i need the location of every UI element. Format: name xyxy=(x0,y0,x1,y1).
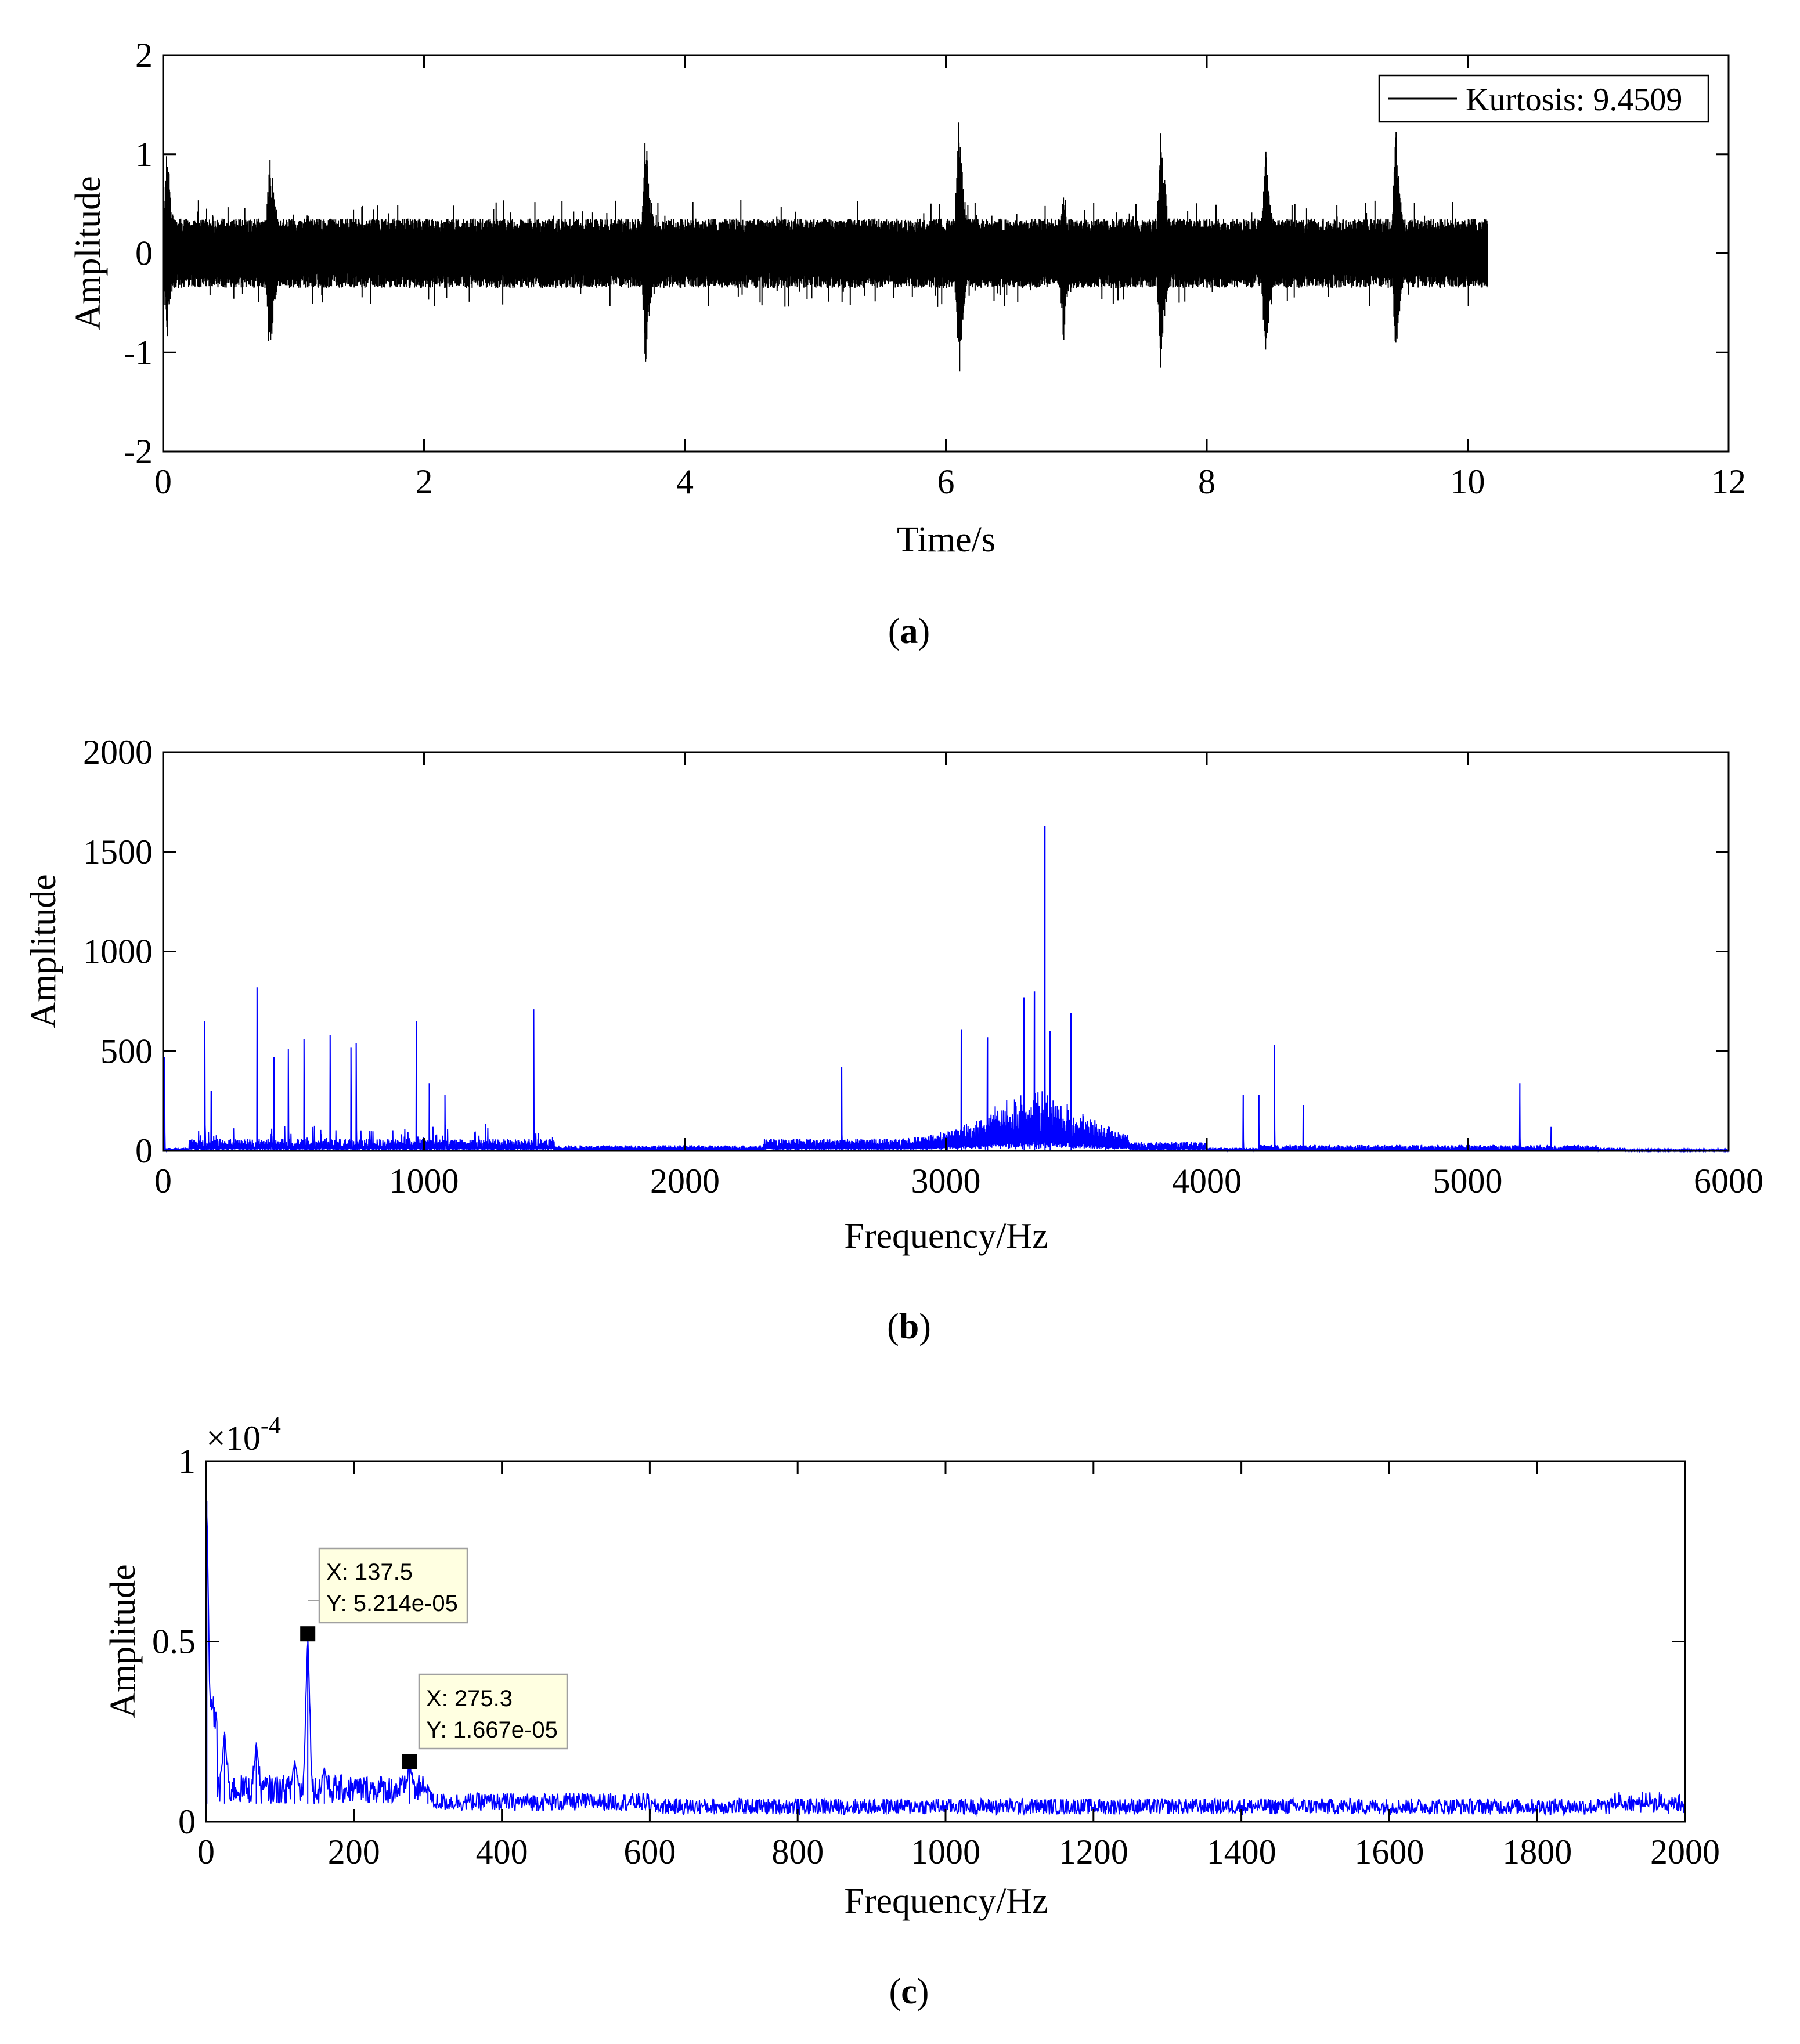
panel-a-xtick-label: 2 xyxy=(416,463,433,501)
panel-c-xtick-label: 1600 xyxy=(1354,1833,1424,1871)
panel-a-xtick-label: 4 xyxy=(676,463,694,501)
panel-c-datatip-1-marker[interactable] xyxy=(300,1626,316,1642)
panel-c-datatip-2-x: X: 275.3 xyxy=(426,1686,513,1711)
panel-b-xtick-label: 2000 xyxy=(650,1162,720,1200)
panel-a-ytick-label: 2 xyxy=(135,36,153,74)
panel-c-xtick-label: 0 xyxy=(197,1833,215,1871)
panel-b-y-label: Amplitude xyxy=(24,874,63,1028)
panel-a-x-label: Time/s xyxy=(897,520,995,559)
panel-c-xtick-label: 600 xyxy=(623,1833,676,1871)
panel-b-plot-area xyxy=(163,752,1729,1151)
panel-c-xtick-label: 1000 xyxy=(911,1833,980,1871)
panel-c-xtick-label: 1800 xyxy=(1502,1833,1572,1871)
panel-b-x-label: Frequency/Hz xyxy=(844,1216,1048,1256)
panel-c-ticks: 0 200 400 600 800 1000 1200 1400 1600 1800 2000 0 0.… xyxy=(152,1442,1720,1871)
panel-c-caption: (c) xyxy=(889,1972,929,2012)
panel-c-datatip-2[interactable]: X: 275.3 Y: 1.667e-05 xyxy=(402,1673,568,1769)
panel-b-ytick-label: 500 xyxy=(100,1032,153,1070)
panel-a-y-label: Amplitude xyxy=(68,176,108,330)
panel-c-datatip-2-y: Y: 1.667e-05 xyxy=(426,1717,558,1743)
panel-a-legend-label: Kurtosis: 9.4509 xyxy=(1466,82,1682,118)
panel-b-xtick-label: 1000 xyxy=(389,1162,459,1200)
panel-a-ytick-label: -1 xyxy=(124,333,153,371)
panel-b-caption: (b) xyxy=(887,1307,931,1346)
panel-c-xtick-label: 800 xyxy=(771,1833,824,1871)
panel-c-xtick-label: 200 xyxy=(328,1833,380,1871)
panel-b-frequency-spectrum: 0 1000 2000 3000 4000 5000 6000 0 500 1000 1500 200… xyxy=(24,733,1763,1346)
panel-c-ytick-label: 0.5 xyxy=(152,1623,196,1661)
panel-c-envelope-spectrum: 0 200 400 600 800 1000 1200 1400 1600 1800 2000 0 0.… xyxy=(103,1413,1720,2012)
panel-c-xtick-label: 1200 xyxy=(1059,1833,1128,1871)
panel-a-ytick-label: 0 xyxy=(135,234,153,273)
panel-c-ytick-label: 0 xyxy=(178,1803,196,1841)
panel-c-xtick-label: 2000 xyxy=(1650,1833,1720,1871)
panel-a-xtick-label: 6 xyxy=(937,463,955,501)
panel-c-xtick-label: 1400 xyxy=(1207,1833,1276,1871)
panel-b-xtick-label: 5000 xyxy=(1433,1162,1503,1200)
panel-a-xtick-label: 8 xyxy=(1198,463,1215,501)
panel-a-ytick-label: -2 xyxy=(124,432,153,471)
panel-b-ytick-label: 0 xyxy=(135,1132,153,1170)
panel-c-datatip-1-box xyxy=(318,1547,468,1624)
panel-a-caption-letter: a xyxy=(900,612,918,651)
panel-c-caption-letter: c xyxy=(901,1972,917,2012)
panel-a-xtick-label: 0 xyxy=(154,463,172,501)
panel-c-x-label: Frequency/Hz xyxy=(844,1882,1048,1921)
panel-a-xtick-label: 12 xyxy=(1711,463,1746,501)
panel-b-xtick-label: 6000 xyxy=(1694,1162,1763,1200)
panel-c-exponent: ×10-4 xyxy=(206,1413,281,1457)
panel-b-ytick-label: 2000 xyxy=(83,733,153,771)
panel-b-ticks: 0 1000 2000 3000 4000 5000 6000 0 500 1000 1500 200… xyxy=(83,733,1763,1200)
panel-c-datatip-2-box xyxy=(418,1673,568,1750)
panel-b-xtick-label: 4000 xyxy=(1172,1162,1242,1200)
panel-c-ytick-label: 1 xyxy=(178,1442,196,1480)
panel-a-legend: Kurtosis: 9.4509 xyxy=(1378,74,1709,123)
panel-c-y-label: Amplitude xyxy=(103,1564,143,1718)
panel-c-datatip-1-x: X: 137.5 xyxy=(326,1559,413,1585)
panel-c-exponent-base: ×10 xyxy=(206,1419,261,1457)
panel-b-xtick-label: 0 xyxy=(154,1162,172,1200)
panel-c-plot-area xyxy=(206,1461,1685,1822)
panel-a-ytick-label: 1 xyxy=(135,135,153,174)
panel-c-exponent-power: -4 xyxy=(261,1413,281,1439)
panel-a-caption: (a) xyxy=(888,612,930,651)
panel-c-xtick-label: 400 xyxy=(476,1833,528,1871)
panel-b-caption-letter: b xyxy=(899,1307,919,1346)
panel-c-datatip-1[interactable]: X: 137.5 Y: 5.214e-05 xyxy=(300,1547,468,1642)
panel-b-ytick-label: 1500 xyxy=(83,833,153,871)
panel-b-ytick-label: 1000 xyxy=(83,933,153,971)
panel-c-datatip-1-y: Y: 5.214e-05 xyxy=(326,1591,458,1616)
panel-a-xtick-label: 10 xyxy=(1451,463,1485,501)
panel-b-xtick-label: 3000 xyxy=(911,1162,981,1200)
panel-c-datatip-2-marker[interactable] xyxy=(402,1754,417,1769)
